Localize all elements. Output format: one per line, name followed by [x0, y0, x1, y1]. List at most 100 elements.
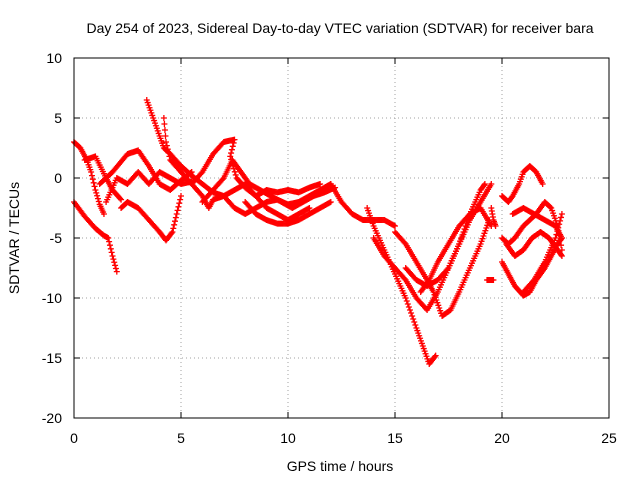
data-point-marker: [160, 115, 167, 121]
data-point-marker: [178, 193, 184, 199]
data-point-marker: [163, 139, 170, 145]
data-point-marker: [168, 230, 175, 237]
data-series-arc-n: [364, 205, 439, 367]
data-point-marker: [555, 224, 562, 231]
data-point-marker: [461, 226, 468, 232]
data-point-marker: [462, 223, 469, 229]
data-point-marker: [539, 181, 546, 187]
data-point-marker: [481, 182, 488, 189]
data-series-arc-p: [392, 217, 493, 319]
data-point-marker: [432, 352, 439, 359]
data-point-marker: [105, 235, 112, 241]
data-point-marker: [459, 232, 466, 238]
data-point-marker: [430, 289, 437, 295]
data-point-marker: [547, 204, 554, 211]
data-point-marker: [90, 179, 97, 186]
data-point-marker: [110, 256, 117, 263]
data-point-marker: [161, 127, 168, 133]
data-point-marker: [456, 241, 463, 247]
data-point-marker: [109, 253, 116, 259]
data-point-marker: [174, 207, 181, 214]
data-point-marker: [327, 199, 334, 205]
data-point-marker: [557, 217, 564, 224]
data-point-marker: [553, 231, 560, 238]
data-point-marker: [558, 253, 565, 259]
data-point-marker: [113, 268, 120, 275]
data-point-marker: [171, 221, 178, 228]
data-point-marker: [219, 176, 226, 183]
y-tick-label: -10: [42, 290, 62, 306]
data-series-arc-z: [520, 211, 565, 295]
data-point-marker: [409, 313, 416, 319]
data-point-marker: [435, 302, 442, 309]
data-point-marker: [169, 229, 176, 235]
data-point-marker: [95, 198, 102, 205]
data-point-marker: [88, 172, 95, 179]
data-point-marker: [481, 181, 488, 187]
data-point-marker: [165, 149, 172, 156]
data-series-arc-t: [488, 205, 499, 229]
x-tick-label: 5: [177, 430, 185, 446]
data-point-marker: [170, 225, 177, 232]
data-point-marker: [411, 319, 418, 325]
data-point-marker: [112, 265, 119, 272]
data-point-marker: [94, 192, 101, 199]
data-point-marker: [402, 295, 409, 301]
data-point-marker: [460, 229, 467, 235]
data-point-marker: [406, 307, 413, 313]
data-point-marker: [492, 223, 499, 229]
data-point-marker: [436, 305, 443, 311]
data-point-marker: [437, 307, 444, 314]
data-point-marker: [458, 235, 465, 241]
data-point-marker: [228, 146, 235, 153]
data-point-marker: [483, 225, 490, 231]
data-point-marker: [552, 235, 559, 241]
data-point-marker: [163, 142, 170, 149]
data-point-marker: [558, 211, 565, 217]
data-point-marker: [100, 211, 107, 217]
data-point-marker: [164, 146, 171, 153]
y-tick-label: -5: [50, 230, 63, 246]
data-point-marker: [106, 238, 113, 245]
data-point-marker: [434, 299, 441, 306]
y-axis-label: SDTVAR / TECUs: [6, 182, 22, 294]
data-point-marker: [392, 223, 398, 229]
data-point-marker: [479, 235, 486, 242]
data-point-marker: [558, 251, 565, 258]
data-series-arc-l: [242, 199, 334, 227]
chart-title: Day 254 of 2023, Sidereal Day-to-day VTE…: [86, 20, 593, 36]
data-point-marker: [477, 241, 484, 247]
data-point-marker: [558, 235, 565, 241]
data-point-marker: [227, 153, 234, 160]
x-tick-label: 15: [387, 430, 403, 446]
data-point-marker: [172, 214, 179, 221]
data-point-marker: [231, 168, 238, 175]
data-point-marker: [172, 218, 179, 225]
data-point-marker: [91, 183, 98, 190]
data-point-marker: [556, 221, 563, 228]
data-point-marker: [88, 169, 95, 175]
data-point-marker: [162, 133, 169, 139]
y-tick-label: -15: [42, 350, 62, 366]
data-point-marker: [111, 259, 118, 266]
data-point-marker: [166, 153, 173, 160]
data-point-marker: [306, 205, 313, 211]
y-tick-label: 10: [46, 50, 62, 66]
data-point-marker: [117, 195, 124, 202]
x-tick-label: 0: [70, 430, 78, 446]
data-point-marker: [118, 196, 125, 203]
data-point-marker: [229, 143, 236, 150]
data-point-marker: [112, 262, 119, 269]
data-point-marker: [108, 249, 115, 256]
data-point-marker: [403, 298, 410, 304]
tick-layer: 0 5 10 15 20 25 -20 -15 -10 -5 0 5 10: [42, 50, 617, 446]
y-tick-label: -20: [42, 410, 62, 426]
data-point-marker: [558, 214, 565, 221]
data-point-marker: [410, 316, 417, 322]
data-series-arc-r: [417, 205, 495, 295]
data-series-arc-u: [499, 163, 546, 205]
data-point-marker: [431, 353, 438, 360]
data-series-arc-f: [118, 193, 184, 244]
